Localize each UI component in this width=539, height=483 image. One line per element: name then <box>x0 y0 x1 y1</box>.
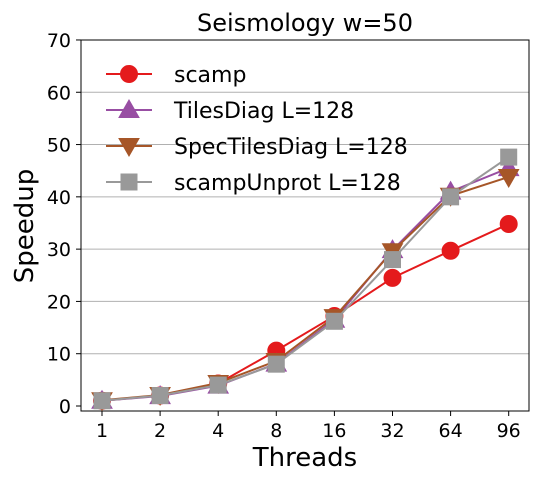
y-tick-label: 20 <box>47 291 71 313</box>
legend-label: SpecTilesDiag L=128 <box>174 135 408 160</box>
legend-label: scamp <box>174 63 246 88</box>
data-point <box>209 376 227 394</box>
legend-label: TilesDiag L=128 <box>173 99 354 124</box>
series-line <box>101 156 510 402</box>
legend-item: scamp <box>106 63 246 88</box>
x-axis-label: Threads <box>252 443 357 473</box>
series-spectilesdiag-l-128 <box>91 168 520 412</box>
legend-marker <box>120 65 138 83</box>
y-axis-label: Speedup <box>10 169 40 284</box>
y-tick-label: 50 <box>47 135 71 157</box>
series-line <box>101 176 510 402</box>
data-point <box>93 392 111 410</box>
y-tick-label: 0 <box>59 396 71 418</box>
chart-title: Seismology w=50 <box>197 9 413 37</box>
y-tick-label: 40 <box>47 187 71 209</box>
y-tick-label: 30 <box>47 239 71 261</box>
x-tick-label: 16 <box>322 420 346 442</box>
x-axis: 1 2 4 8 16 32 64 96 <box>96 411 521 442</box>
x-tick-label: 32 <box>380 420 404 442</box>
data-point <box>441 241 460 260</box>
x-tick-label: 4 <box>212 420 224 442</box>
legend-item: scampUnprot L=128 <box>106 171 401 196</box>
grid <box>81 91 529 355</box>
data-point <box>384 251 401 269</box>
legend: scamp TilesDiag L=128 SpecTilesDiag L=128 s… <box>106 63 408 196</box>
series-scamp <box>93 215 518 410</box>
data-point <box>499 215 518 234</box>
legend-item: TilesDiag L=128 <box>106 98 354 124</box>
y-tick-label: 70 <box>47 30 71 52</box>
legend-label: scampUnprot L=128 <box>174 171 401 196</box>
data-point <box>267 355 285 373</box>
x-tick-label: 8 <box>270 420 282 442</box>
legend-marker <box>118 138 140 158</box>
plot-frame <box>80 39 530 412</box>
x-tick-label: 96 <box>497 420 521 442</box>
y-axis: 0 10 20 30 40 50 60 70 <box>47 30 81 418</box>
legend-marker <box>118 98 140 118</box>
data-point <box>500 148 518 166</box>
y-tick-label: 60 <box>47 82 71 104</box>
series-scampunprot-l-128 <box>93 148 518 410</box>
data-point <box>442 188 460 206</box>
data-point <box>325 312 343 330</box>
x-tick-label: 2 <box>154 420 166 442</box>
x-tick-label: 1 <box>96 420 108 442</box>
y-tick-label: 10 <box>47 344 71 366</box>
series-layer <box>91 148 520 412</box>
legend-marker <box>120 173 138 191</box>
x-tick-label: 64 <box>439 420 463 442</box>
data-point <box>151 387 169 405</box>
data-point <box>383 268 402 287</box>
legend-item: SpecTilesDiag L=128 <box>106 135 408 160</box>
data-point <box>497 168 520 188</box>
